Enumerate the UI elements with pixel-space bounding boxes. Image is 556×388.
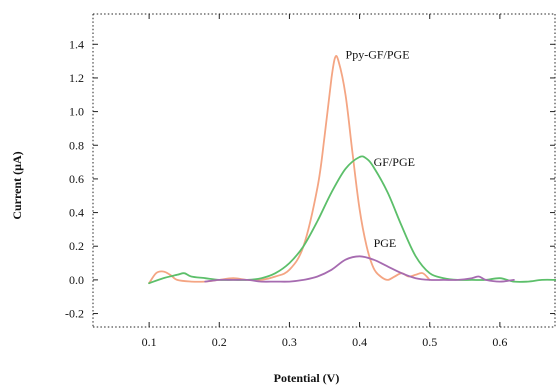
series-line-gf-pge — [148, 155, 556, 285]
x-axis-title: Potential (V) — [274, 371, 340, 385]
x-tick-label: 0.3 — [282, 335, 297, 349]
series-layer — [148, 55, 556, 285]
y-tick-label: -0.2 — [65, 307, 84, 321]
y-tick-label: 1.2 — [69, 71, 84, 85]
x-tick-label: 0.2 — [212, 335, 227, 349]
axes-layer: -0.2 0.0 0.2 0.4 0.6 0.8 1.0 1.2 1.4 0.1 0.2 0.3 0.4… — [65, 13, 556, 349]
y-tick-label: 0.0 — [69, 273, 84, 287]
x-tick-label: 0.1 — [142, 335, 157, 349]
y-tick-label: 0.2 — [69, 239, 84, 253]
y-tick-label: 0.6 — [69, 172, 84, 186]
x-tick-label: 0.5 — [422, 335, 437, 349]
series-line-pge — [204, 255, 515, 283]
x-tick-label: 0.6 — [492, 335, 507, 349]
y-tick-label: 0.8 — [69, 138, 84, 152]
series-line-ppy-gf-pge — [148, 55, 431, 285]
annotation-layer: Ppy-GF/PGE GF/PGE PGE — [346, 47, 415, 249]
y-tick-label: 1.0 — [69, 105, 84, 119]
y-axis-title: Current (µA) — [10, 151, 24, 219]
curve-label-pge: PGE — [374, 236, 397, 250]
curve-label-ppy-gf-pge: Ppy-GF/PGE — [346, 47, 410, 61]
x-tick-label: 0.4 — [352, 335, 367, 349]
y-tick-label: 1.4 — [69, 37, 84, 51]
y-tick-label: 0.4 — [69, 206, 84, 220]
curve-label-gf-pge: GF/PGE — [374, 155, 415, 169]
